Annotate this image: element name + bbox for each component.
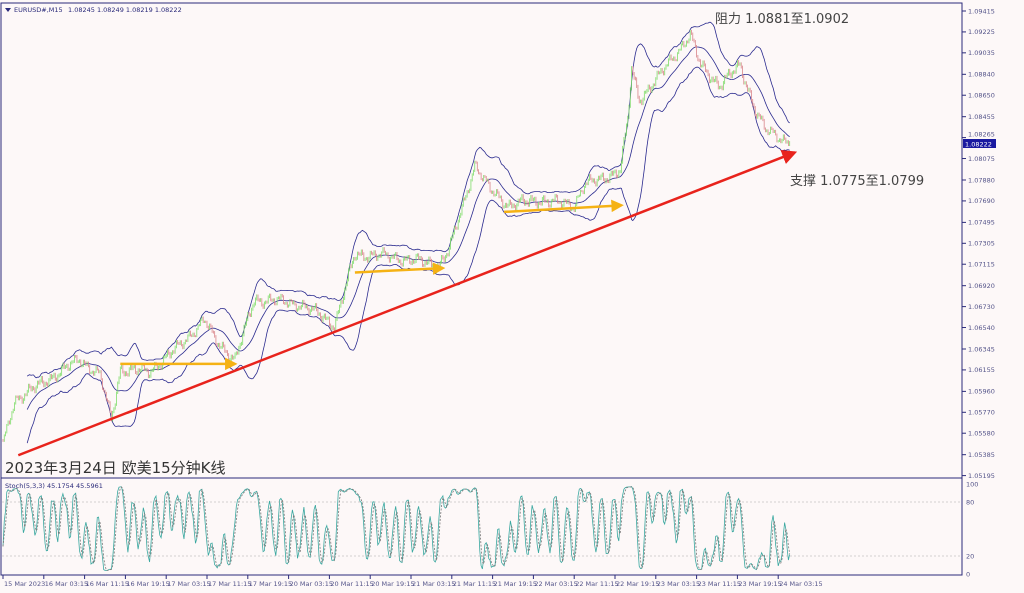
x-tick-label: 23 Mar 03:15 bbox=[657, 580, 700, 588]
x-tick-label: 23 Mar 11:15 bbox=[698, 580, 741, 588]
x-tick-label: 17 Mar 19:15 bbox=[249, 580, 292, 588]
current-price-marker bbox=[963, 139, 996, 148]
resistance-note: 阻力 1.0881至1.0902 bbox=[715, 12, 849, 27]
bollinger-upper-band bbox=[26, 21, 790, 379]
annotations bbox=[17, 150, 798, 457]
x-tick-label: 20 Mar 11:15 bbox=[330, 580, 373, 588]
y-tick-label: 1.08840 bbox=[968, 71, 995, 79]
y-tick-label: 1.08075 bbox=[968, 155, 995, 163]
y-tick-label: 1.05770 bbox=[968, 409, 995, 417]
x-tick-label: 22 Mar 11:15 bbox=[575, 580, 618, 588]
x-tick-label: 15 Mar 2023 bbox=[4, 580, 45, 588]
y-tick-label: 1.06730 bbox=[968, 303, 995, 311]
support-note: 支撑 1.0775至1.0799 bbox=[790, 174, 924, 189]
y-tick-label: 1.05960 bbox=[968, 388, 995, 396]
x-tick-label: 21 Mar 11:15 bbox=[453, 580, 496, 588]
x-tick-label: 21 Mar 03:15 bbox=[412, 580, 455, 588]
stoch-signal-line bbox=[2, 486, 791, 571]
y-tick-label: 1.08265 bbox=[968, 131, 995, 139]
x-tick-label: 22 Mar 03:15 bbox=[534, 580, 577, 588]
y-tick-label: 1.06540 bbox=[968, 324, 995, 332]
bollinger-lower-band bbox=[26, 66, 790, 444]
y-tick-label: 1.07115 bbox=[968, 261, 995, 269]
y-tick-label: 1.05195 bbox=[968, 472, 995, 480]
y-tick-label: 1.09035 bbox=[968, 49, 995, 57]
y-tick-label: 1.07690 bbox=[968, 197, 995, 205]
y-tick-label: 1.07305 bbox=[968, 240, 995, 248]
stoch-tick-label: 80 bbox=[966, 498, 974, 506]
stoch-tick-label: 100 bbox=[966, 480, 978, 488]
x-tick-label: 20 Mar 03:15 bbox=[290, 580, 333, 588]
y-tick-label: 1.05385 bbox=[968, 451, 995, 459]
y-tick-label: 1.09415 bbox=[968, 7, 995, 15]
stoch-header: Stoch(5,3,3) 45.1754 45.5961 bbox=[5, 482, 103, 490]
x-tick-label: 21 Mar 19:15 bbox=[494, 580, 537, 588]
x-tick-label: 23 Mar 19:15 bbox=[738, 580, 781, 588]
y-tick-label: 1.09225 bbox=[968, 28, 995, 36]
x-tick-label: 22 Mar 19:15 bbox=[616, 580, 659, 588]
stoch-tick-label: 20 bbox=[966, 552, 974, 560]
x-tick-label: 17 Mar 11:15 bbox=[208, 580, 251, 588]
y-tick-label: 1.07880 bbox=[968, 176, 995, 184]
current-price-label: 1.08222 bbox=[965, 140, 992, 148]
chart-caption: 2023年3月24日 欧美15分钟K线 bbox=[5, 459, 226, 477]
x-tick-label: 17 Mar 03:15 bbox=[167, 580, 210, 588]
y-tick-label: 1.06345 bbox=[968, 345, 995, 353]
symbol-label: EURUSD#,M15 bbox=[14, 6, 63, 14]
range-arrow[interactable] bbox=[354, 262, 446, 275]
ohlc-readout: 1.08245 1.08249 1.08219 1.08222 bbox=[68, 6, 182, 14]
x-tick-label: 16 Mar 03:15 bbox=[45, 580, 88, 588]
x-tick-label: 16 Mar 19:15 bbox=[126, 580, 169, 588]
y-tick-label: 1.08455 bbox=[968, 113, 995, 121]
y-tick-label: 1.06155 bbox=[968, 366, 995, 374]
y-tick-label: 1.05580 bbox=[968, 430, 995, 438]
x-tick-label: 24 Mar 03:15 bbox=[779, 580, 822, 588]
range-arrow[interactable] bbox=[504, 199, 624, 214]
y-tick-label: 1.06920 bbox=[968, 282, 995, 290]
y-tick-label: 1.08650 bbox=[968, 92, 995, 100]
stoch-tick-label: 0 bbox=[966, 570, 970, 578]
price-axis[interactable]: 1.09415 1.09225 1.09035 1.08840 1.08650 1.084… bbox=[2, 3, 995, 578]
x-tick-label: 20 Mar 19:15 bbox=[371, 580, 414, 588]
y-tick-label: 1.07495 bbox=[968, 219, 995, 227]
x-tick-label: 16 Mar 11:15 bbox=[86, 580, 129, 588]
stochastic-panel bbox=[2, 486, 791, 571]
support-trendline-arrow[interactable] bbox=[17, 150, 798, 457]
collapse-triangle-icon[interactable] bbox=[5, 8, 11, 12]
